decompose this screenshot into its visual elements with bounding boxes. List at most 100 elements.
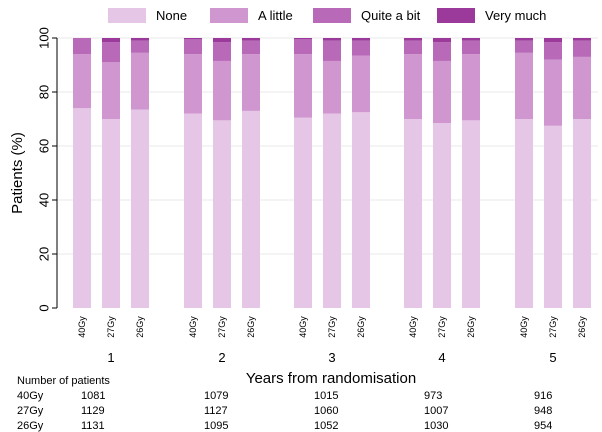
bar-segment — [242, 38, 260, 41]
bar-segment — [242, 110, 260, 309]
bar-segment — [404, 54, 422, 120]
bar-segment — [102, 38, 120, 43]
bar-arm-label: 27Gy — [327, 316, 337, 338]
bar-arm-label: 27Gy — [548, 316, 558, 338]
bar-segment — [131, 40, 149, 53]
patients-count: 1060 — [314, 405, 339, 417]
bar-segment — [404, 119, 422, 308]
bar-segment — [462, 38, 480, 41]
patients-count: 1052 — [314, 420, 339, 432]
bar-arm-label: 26Gy — [577, 316, 587, 338]
y-axis-title: Patients (%) — [9, 132, 26, 214]
bar-segment — [433, 60, 451, 124]
bar-arm-label: 27Gy — [217, 316, 227, 338]
bar-segment — [462, 54, 480, 121]
bar-segment — [404, 38, 422, 41]
bar-segment — [352, 40, 370, 56]
bar-segment — [184, 113, 202, 308]
axis-labels: 40Gy 27Gy 26Gy 1 40Gy 27Gy 26Gy 2 40Gy 27Gy 26Gy 3 4… — [77, 316, 587, 365]
bar-segment — [73, 108, 91, 308]
patients-count: 1081 — [81, 390, 106, 402]
patients-count: 1007 — [424, 405, 449, 417]
year-tick-label: 4 — [438, 350, 445, 365]
bar-segment — [352, 55, 370, 113]
bar-arm-label: 27Gy — [437, 316, 447, 338]
bar-segment — [131, 38, 149, 41]
bar-segment — [323, 40, 341, 61]
y-tick-label: 80 — [37, 85, 52, 99]
bar-segment — [544, 125, 562, 308]
bar-segment — [242, 54, 260, 111]
y-tick-label: 100 — [37, 27, 52, 49]
bar-segment — [294, 38, 312, 40]
year-tick-label: 2 — [218, 350, 225, 365]
bar-segment — [573, 38, 591, 41]
bar-segment — [433, 42, 451, 61]
bar-segment — [462, 120, 480, 308]
legend-label: Very much — [485, 8, 546, 23]
bar-segment — [573, 40, 591, 57]
bar-segment — [102, 62, 120, 119]
bar-segment — [544, 59, 562, 126]
bar-segment — [352, 112, 370, 308]
patients-count: 1015 — [314, 390, 339, 402]
patients-row-arm: 40Gy — [17, 390, 44, 402]
bar-segment — [323, 60, 341, 114]
patients-count: 1129 — [81, 405, 105, 417]
bar-segment — [404, 40, 422, 55]
patients-count: 1095 — [204, 420, 229, 432]
y-tick-label: 20 — [37, 247, 52, 261]
bar-arm-label: 26Gy — [356, 316, 366, 338]
bar-segment — [294, 117, 312, 309]
bar-segment — [73, 54, 91, 109]
bar-segment — [73, 38, 91, 55]
bar-segment — [433, 123, 451, 308]
bar-segment — [213, 42, 231, 61]
bar-segment — [184, 38, 202, 40]
bar-arm-label: 26Gy — [246, 316, 256, 338]
bar-arm-label: 40Gy — [408, 316, 418, 338]
bar-segment — [294, 39, 312, 55]
bar-segment — [102, 42, 120, 63]
bar-segment — [462, 40, 480, 55]
bar-segment — [131, 52, 149, 110]
axes: 0 20 40 60 80 100 Patients (%) Years from rando… — [9, 27, 416, 387]
legend-swatch — [313, 8, 351, 23]
patients-row-arm: 26Gy — [17, 420, 44, 432]
legend-swatch — [437, 8, 475, 23]
legend-swatch — [210, 8, 248, 23]
legend-label: A little — [258, 8, 293, 23]
bar-arm-label: 26Gy — [135, 316, 145, 338]
y-tick-label: 0 — [37, 304, 52, 311]
bar-arm-label: 40Gy — [188, 316, 198, 338]
patients-count: 1131 — [81, 420, 105, 432]
patients-count: 1079 — [204, 390, 229, 402]
bar-segment — [184, 39, 202, 55]
bar-segment — [573, 56, 591, 119]
y-tick-label: 60 — [37, 139, 52, 153]
bar-segment — [323, 113, 341, 308]
patients-count: 954 — [534, 420, 553, 432]
patients-count: 916 — [534, 390, 553, 402]
patients-count: 973 — [424, 390, 443, 402]
bar-segment — [573, 119, 591, 308]
year-tick-label: 1 — [107, 350, 114, 365]
bar-arm-label: 40Gy — [77, 316, 87, 338]
bar-segment — [544, 42, 562, 60]
bar-segment — [352, 38, 370, 41]
year-tick-label: 3 — [328, 350, 335, 365]
bar-segment — [184, 54, 202, 114]
bar-arm-label: 40Gy — [519, 316, 529, 338]
bar-segment — [515, 38, 533, 41]
bar-segment — [544, 38, 562, 43]
legend-swatch — [108, 8, 146, 23]
bar-segment — [294, 54, 312, 118]
bar-segment — [323, 38, 341, 41]
patients-row-arm: 27Gy — [17, 405, 44, 417]
patients-table-title: Number of patients — [17, 375, 110, 387]
bar-arm-label: 27Gy — [106, 316, 116, 338]
legend-label: Quite a bit — [361, 8, 421, 23]
legend: None A little Quite a bit Very much — [108, 8, 546, 23]
patients-count: 1030 — [424, 420, 449, 432]
bar-arm-label: 26Gy — [466, 316, 476, 338]
